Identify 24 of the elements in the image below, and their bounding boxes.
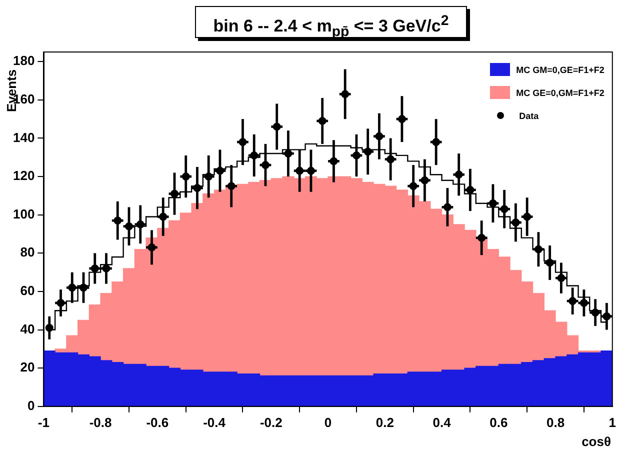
y-tick-label: 60	[20, 283, 35, 298]
y-tick-label: 20	[20, 360, 35, 375]
x-tick-label: 0.6	[490, 414, 508, 430]
x-tick-label: 1	[608, 414, 616, 430]
x-tick-label: 0.2	[376, 414, 394, 430]
y-tick-label: 0	[27, 398, 35, 413]
y-tick-label: 140	[12, 130, 35, 145]
x-tick-label: -0.6	[146, 414, 169, 430]
y-tick-label: 100	[12, 206, 35, 222]
y-tick-label: 180	[12, 53, 35, 68]
x-tick-label: -1	[38, 414, 50, 430]
x-tick-label: -0.2	[260, 414, 282, 430]
x-tick-label: 0.8	[546, 414, 565, 430]
y-tick-label: 120	[12, 168, 35, 184]
x-tick-label: 0.4	[432, 414, 452, 430]
x-tick-label: -0.4	[203, 414, 226, 430]
x-tick-label: 0	[324, 414, 332, 430]
y-tick-label: 80	[20, 244, 35, 260]
legend-label: MC GE=0,GM=F1+F2	[516, 88, 604, 98]
x-tick-label: -0.8	[89, 414, 112, 430]
y-tick-label: 40	[20, 321, 35, 336]
legend-label: Data	[519, 110, 539, 120]
legend-label: MC GM=0,GE=F1+F2	[516, 64, 604, 74]
x-axis-title: cosθ	[582, 434, 611, 449]
